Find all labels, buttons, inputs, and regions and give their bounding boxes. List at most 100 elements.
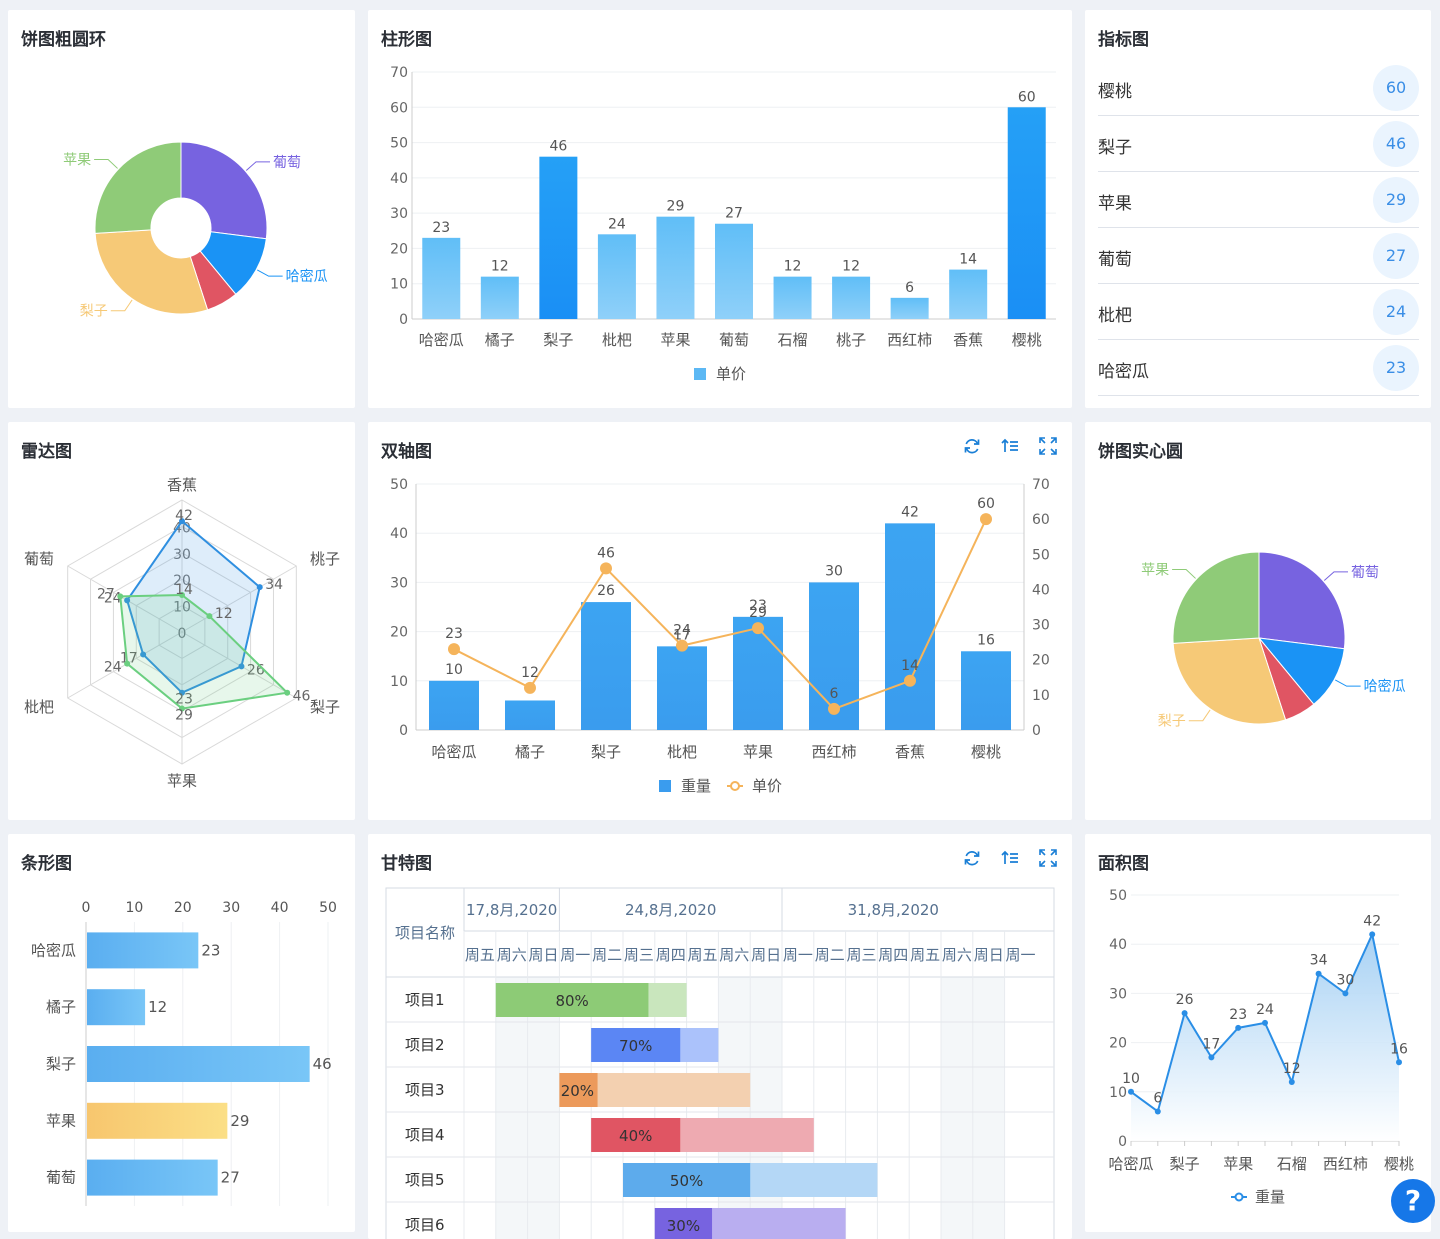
gantt-task-name: 项目2 <box>405 1036 445 1054</box>
gantt-task-name: 项目4 <box>405 1126 445 1144</box>
help-icon[interactable]: ? <box>1391 1179 1435 1223</box>
expand-icon[interactable] <box>1038 848 1058 868</box>
radar-point <box>238 663 245 670</box>
metric-row[interactable]: 梨子 46 <box>1098 116 1419 172</box>
gantt-progress-label: 50% <box>670 1172 703 1190</box>
hbar <box>87 989 146 1026</box>
x-tick-label: 40 <box>271 900 289 916</box>
gantt-task-name: 项目6 <box>405 1216 445 1234</box>
gantt-progress-label: 70% <box>619 1037 652 1055</box>
legend-marker <box>1234 1192 1244 1202</box>
x-tick-label: 石榴 <box>1277 1155 1307 1173</box>
x-tick-label: 30 <box>222 900 240 916</box>
x-tick-label: 50 <box>319 900 337 916</box>
gantt-day-label: 周二 <box>815 946 845 964</box>
area-value-label: 42 <box>1363 913 1381 929</box>
gantt-day-label: 周一 <box>1005 946 1035 964</box>
radar-axis-label: 香蕉 <box>167 476 197 494</box>
line-value-label: 24 <box>673 623 691 639</box>
x-tick-label: 20 <box>174 900 192 916</box>
bar-value-label: 26 <box>597 583 615 599</box>
legend-swatch <box>694 368 706 380</box>
metric-row[interactable]: 枇杷 24 <box>1098 284 1419 340</box>
line-value-label: 29 <box>749 605 767 621</box>
pie-label: 葡萄 <box>1351 565 1379 581</box>
gantt-bar-progress <box>559 1073 598 1107</box>
weekend-shade <box>750 977 782 1239</box>
bar <box>656 216 695 319</box>
bar <box>597 234 636 319</box>
pie-label: 梨子 <box>1158 714 1186 730</box>
metric-value-badge: 46 <box>1373 121 1419 167</box>
legend-marker <box>730 781 740 791</box>
x-tick-label: 西红柿 <box>811 743 856 761</box>
x-tick-label: 哈密瓜 <box>419 331 464 349</box>
gantt-bar-progress <box>654 1208 713 1239</box>
metric-row[interactable]: 葡萄 27 <box>1098 228 1419 284</box>
metric-card: 指标图 樱桃 60 梨子 46 苹果 29 葡萄 27 枇杷 24 哈密瓜 23 <box>1085 10 1431 408</box>
card-title: 双轴图 <box>381 442 432 462</box>
x-tick-label: 枇杷 <box>667 743 697 761</box>
pie-label: 哈密瓜 <box>1364 678 1406 695</box>
gantt-day-label: 周三 <box>624 946 654 964</box>
line-point <box>448 643 460 656</box>
pie-label-line <box>256 269 283 277</box>
radar-tick-label: 10 <box>173 600 191 616</box>
sort-icon[interactable] <box>1000 436 1020 456</box>
x-tick-label: 苹果 <box>1223 1155 1253 1173</box>
radar-tick-label: 20 <box>173 573 191 589</box>
hbar <box>87 1046 310 1082</box>
metric-row[interactable]: 苹果 29 <box>1098 172 1419 228</box>
y-right-tick-label: 0 <box>1032 723 1041 739</box>
x-tick-label: 苹果 <box>743 743 773 761</box>
radar-point <box>206 613 213 620</box>
metric-value-badge: 23 <box>1373 345 1419 391</box>
expand-icon[interactable] <box>1038 436 1058 456</box>
bar-value-label: 42 <box>901 504 919 520</box>
area-value-label: 23 <box>1229 1007 1247 1023</box>
area-point <box>1181 1010 1188 1017</box>
card-title: 条形图 <box>21 854 72 874</box>
metric-label: 苹果 <box>1098 194 1132 214</box>
bar-value-label: 12 <box>842 259 860 275</box>
bar <box>733 616 783 730</box>
bar <box>657 646 707 730</box>
line-point <box>676 639 688 652</box>
y-tick-label: 10 <box>390 277 408 293</box>
x-tick-label: 梨子 <box>591 743 621 761</box>
pie-label-line <box>1188 709 1211 722</box>
area-value-label: 24 <box>1256 1002 1274 1018</box>
hbar <box>87 1159 218 1196</box>
radar-point <box>124 597 131 604</box>
y-tick-label: 梨子 <box>46 1055 76 1073</box>
radar-value-label: 12 <box>215 606 233 622</box>
refresh-icon[interactable] <box>962 436 982 456</box>
y-left-tick-label: 0 <box>399 723 408 739</box>
gantt-day-label: 周六 <box>719 946 749 964</box>
refresh-icon[interactable] <box>962 848 982 868</box>
bar-value-label: 24 <box>608 216 626 232</box>
hbar-card: 条形图 0 10 20 30 40 50 23 哈密瓜 12 橘子 46 梨子 29 苹果 27 葡萄 <box>8 834 355 1232</box>
gantt-bar-progress <box>495 983 649 1017</box>
gantt-day-label: 周五 <box>910 946 940 964</box>
card-title: 甘特图 <box>381 854 432 874</box>
metric-label: 葡萄 <box>1098 250 1132 270</box>
bar <box>890 297 929 319</box>
area-value-label: 12 <box>1283 1061 1301 1077</box>
metric-row[interactable]: 樱桃 60 <box>1098 60 1419 116</box>
radar-series-area <box>119 594 290 710</box>
bar-value-label: 12 <box>491 259 509 275</box>
bar-value-label: 30 <box>825 563 843 579</box>
pie-label-line <box>94 159 118 169</box>
chart-toolbar <box>962 436 1058 456</box>
bar-value-label: 23 <box>749 598 767 614</box>
x-tick-label: 樱桃 <box>971 743 1001 761</box>
metric-row[interactable]: 哈密瓜 23 <box>1098 340 1419 396</box>
sort-icon[interactable] <box>1000 848 1020 868</box>
line-point <box>752 622 764 635</box>
weekend-shade <box>527 977 560 1239</box>
x-tick-label: 桃子 <box>836 331 866 349</box>
area-value-label: 17 <box>1202 1036 1220 1052</box>
